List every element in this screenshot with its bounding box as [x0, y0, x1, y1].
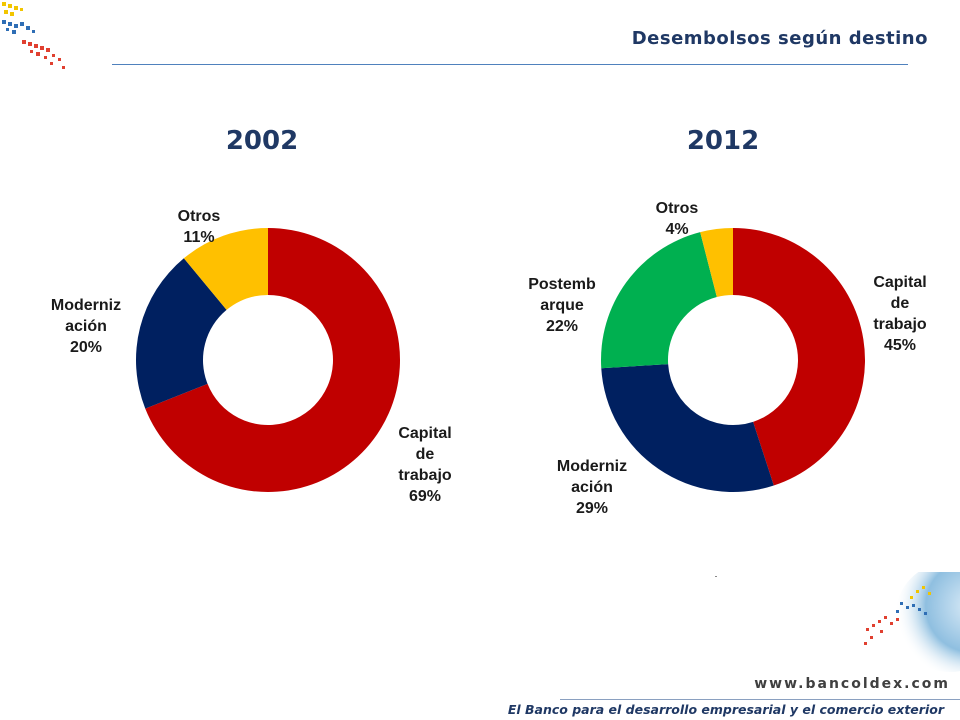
logo-dots-icon	[2, 2, 65, 69]
header-divider	[112, 64, 908, 65]
donut-slice-2002-0	[145, 228, 400, 492]
donut-slice-2002-2	[183, 228, 268, 310]
slice-label-modernizacion-2002: Moderniz ación 20%	[50, 297, 122, 356]
chart-title-2012: 2012	[686, 126, 760, 156]
slice-label-postembarque-2012: Postemb arque 22%	[528, 276, 596, 335]
slice-label-otros-2002: Otros 11%	[177, 208, 221, 246]
globe-icon	[864, 572, 960, 672]
slice-label-modernizacion-2012: Moderniz ación 29%	[556, 458, 628, 517]
page-title: Desembolsos según destino	[631, 28, 928, 49]
slice-label-otros-2012: Otros 4%	[655, 200, 699, 238]
footer-slogan: El Banco para el desarrollo empresarial …	[507, 702, 944, 717]
slice-label-capital-2002: Capital de trabajo 69%	[398, 425, 452, 505]
slice-label-capital-2012: Capital de trabajo 45%	[873, 274, 927, 354]
donut-slice-2012-2	[601, 232, 717, 369]
donut-chart-2002	[135, 228, 400, 492]
donut-chart-2012	[601, 228, 865, 492]
footer-url: www.bancoldex.com	[754, 676, 950, 692]
donut-slice-2012-0	[733, 228, 865, 486]
chart-title-2002: 2002	[225, 126, 299, 156]
donut-slice-2002-1	[135, 258, 227, 409]
stray-mark	[715, 576, 717, 577]
donut-slice-2012-1	[601, 364, 774, 492]
footer-divider	[560, 699, 960, 700]
donut-slice-2012-3	[700, 228, 733, 298]
